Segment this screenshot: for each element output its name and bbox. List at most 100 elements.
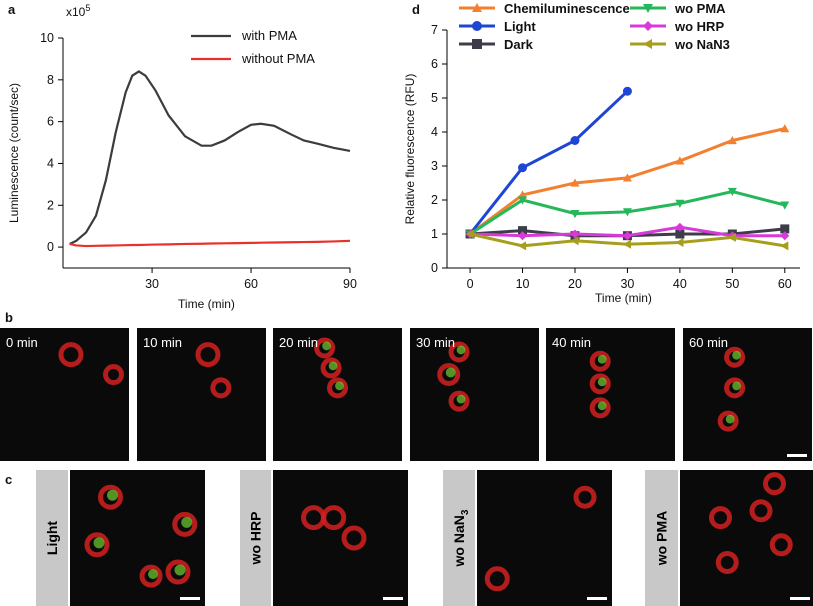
cell-green (181, 516, 193, 528)
marker (570, 178, 580, 187)
marker (518, 241, 527, 251)
marker (780, 241, 789, 251)
cell (448, 390, 470, 412)
x-tick-label: 10 (516, 277, 530, 291)
marker (780, 201, 790, 210)
cell (715, 550, 739, 574)
axis-multiplier: x105 (66, 3, 90, 19)
image-label: 60 min (689, 335, 728, 350)
image-label: 0 min (6, 335, 38, 350)
y-tick-label: 6 (47, 115, 54, 129)
cell (724, 377, 746, 399)
y-axis-label: Luminescence (count/sec) (7, 83, 21, 223)
y-tick-label: 7 (431, 23, 438, 37)
image-label: 20 min (279, 335, 318, 350)
marker (780, 224, 790, 234)
cell-green (445, 367, 456, 378)
cell (139, 564, 163, 588)
panel-label: c (5, 472, 12, 487)
marker (622, 86, 632, 96)
cell (769, 533, 793, 557)
legend-label: wo PMA (674, 1, 726, 16)
cell-green (725, 414, 735, 424)
marker (472, 39, 482, 49)
cell (484, 566, 510, 592)
marker (622, 231, 632, 241)
legend-label: wo NaN3 (674, 37, 730, 52)
marker (780, 124, 790, 133)
cell (589, 397, 611, 419)
cell (327, 377, 348, 399)
marker (472, 21, 482, 31)
cell (437, 363, 461, 387)
cell-green (456, 394, 466, 404)
marker (675, 199, 685, 208)
marker (727, 232, 736, 242)
scale-bar (383, 597, 403, 600)
panel-label: b (5, 310, 13, 325)
legend-label: with PMA (241, 28, 297, 43)
x-tick-label: 20 (568, 277, 582, 291)
x-tick-label: 90 (343, 277, 357, 291)
y-tick-label: 4 (431, 125, 438, 139)
cell-green (732, 381, 741, 391)
cell (709, 506, 732, 530)
cell (724, 346, 746, 368)
y-tick-label: 5 (431, 91, 438, 105)
side-label: Light (44, 521, 60, 556)
x-tick-label: 40 (673, 277, 687, 291)
marker (780, 231, 790, 241)
x-tick-label: 30 (620, 277, 634, 291)
cell-green (93, 537, 105, 549)
x-axis-label: Time (min) (178, 297, 235, 311)
marker (675, 229, 685, 239)
marker (643, 39, 652, 49)
cell (58, 342, 84, 368)
y-axis-label: Relative fluorescence (RFU) (403, 74, 417, 225)
cell (763, 472, 786, 496)
marker (570, 210, 580, 219)
marker (643, 4, 653, 13)
marker (570, 229, 580, 239)
micrograph (477, 470, 612, 606)
side-label: wo PMA (654, 511, 670, 566)
side-label: wo HRP (248, 512, 264, 566)
legend-label: Dark (504, 37, 534, 52)
image-label: 30 min (416, 335, 455, 350)
marker (622, 208, 632, 217)
cell (320, 357, 342, 379)
x-tick-label: 60 (778, 277, 792, 291)
y-tick-label: 10 (40, 31, 54, 45)
cell (314, 337, 336, 359)
cell-green (732, 350, 741, 360)
cell (448, 341, 470, 363)
marker (518, 196, 528, 205)
label-box (36, 470, 68, 606)
series-line (69, 70, 351, 245)
multiplier-base: x10 (66, 5, 86, 19)
side-label-sub: 3 (460, 509, 471, 515)
cell-green (597, 401, 607, 411)
cell-green (456, 345, 466, 355)
label-box (240, 470, 271, 606)
cell (589, 350, 611, 372)
cell (103, 364, 125, 386)
cell (210, 377, 232, 399)
cell-green (597, 377, 607, 387)
y-tick-label: 6 (431, 57, 438, 71)
cell-green (335, 381, 344, 391)
micrograph (410, 328, 539, 461)
scale-bar (180, 597, 200, 600)
legend-label: without PMA (241, 51, 315, 66)
marker (643, 21, 653, 31)
marker (518, 231, 528, 241)
series-line (69, 239, 351, 248)
cell-green (174, 564, 186, 576)
y-tick-label: 4 (47, 156, 54, 170)
image-label: 10 min (143, 335, 182, 350)
micrograph (546, 328, 675, 461)
y-tick-label: 3 (431, 159, 438, 173)
cell (195, 342, 221, 368)
micrograph (273, 470, 408, 606)
cell (717, 410, 739, 432)
